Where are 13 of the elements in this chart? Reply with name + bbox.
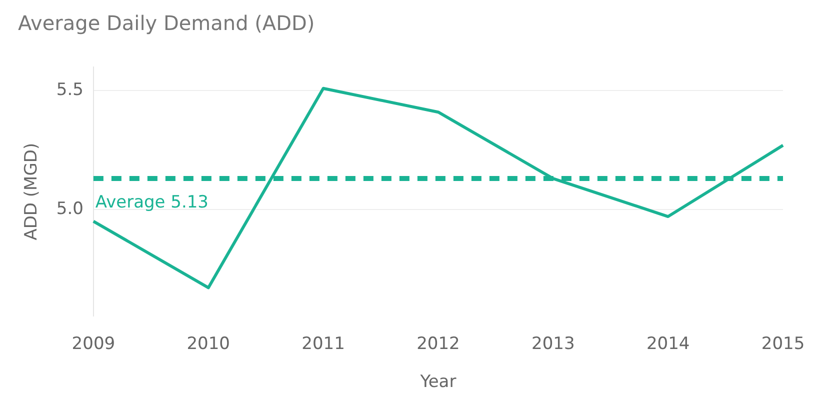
y-axis-title: ADD (MGD) [22,142,42,240]
chart-title: Average Daily Demand (ADD) [18,11,315,36]
y-tick-label: 5.5 [56,80,84,100]
y-tick-label: 5.0 [56,198,84,219]
x-tick-label: 2010 [186,334,230,354]
x-tick-label: 2014 [646,334,690,354]
ref-line-label: Average 5.13 [95,192,209,212]
x-tick-label: 2011 [302,334,345,354]
x-tick-label: 2012 [416,334,460,354]
x-axis-title: Year [419,372,456,392]
x-tick-label: 2009 [72,334,116,354]
x-tick-label: 2015 [761,334,805,354]
x-tick-label: 2013 [532,334,575,354]
